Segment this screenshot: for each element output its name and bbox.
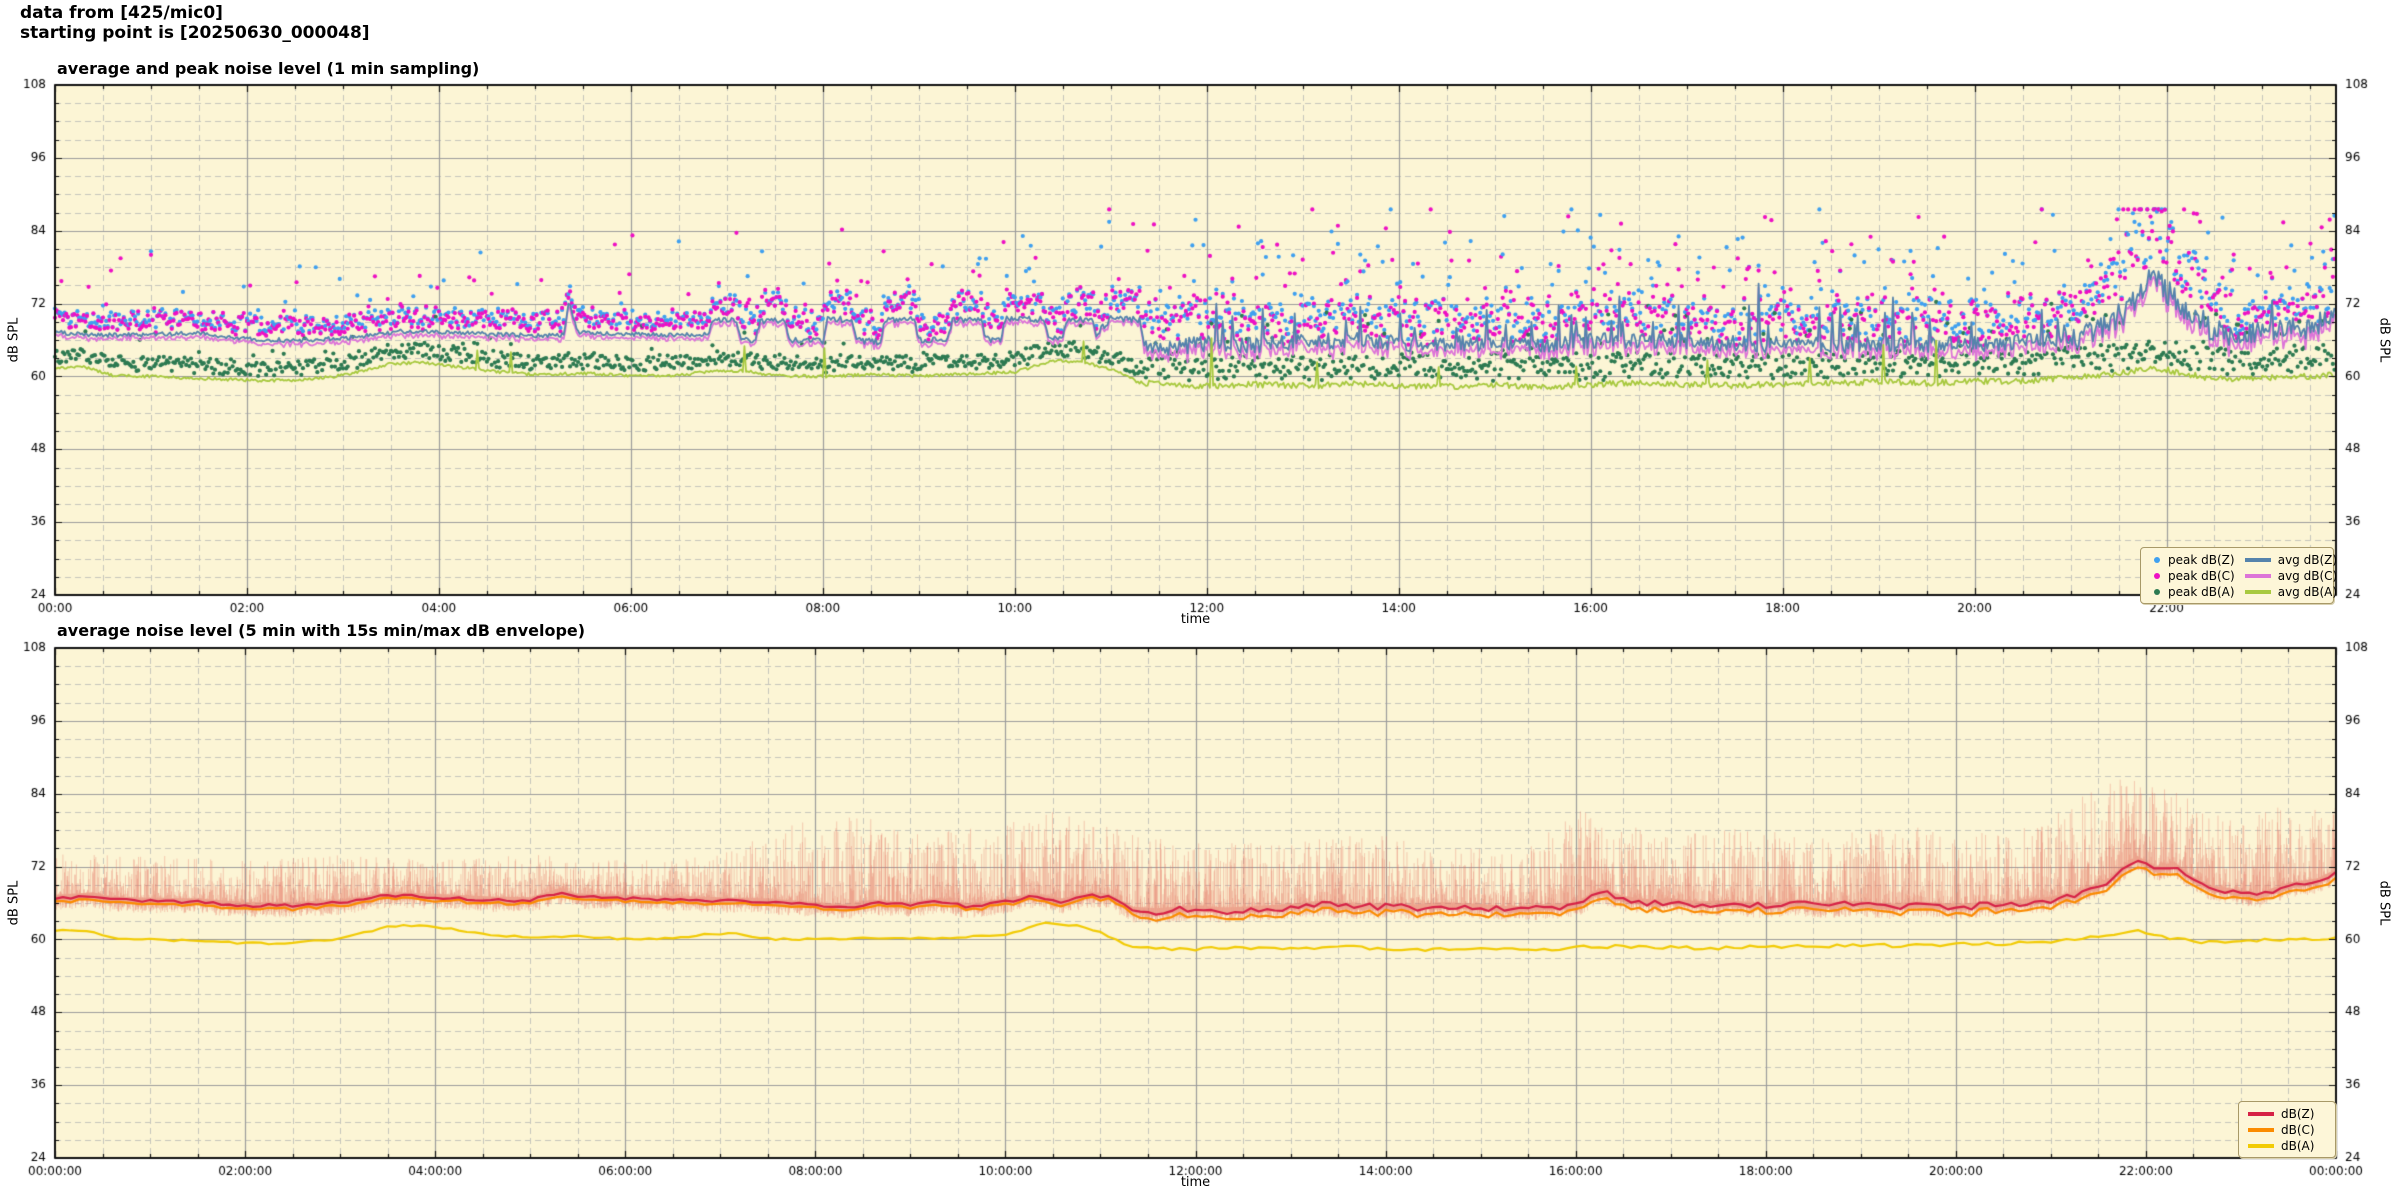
legend-item-dbz: dB(Z): [2248, 1106, 2315, 1121]
header-source: data from [425/mic0]: [20, 3, 223, 23]
chart2-legend: dB(Z) dB(C) dB(A): [2238, 1101, 2336, 1158]
chart1-legend: peak dB(Z) peak dB(C) peak dB(A) avg dB(…: [2140, 547, 2338, 604]
legend-item-avg-dbz: avg dB(Z): [2244, 552, 2338, 567]
chart1-yaxis-label-right: dB SPL: [2376, 317, 2392, 363]
legend-label: peak dB(Z): [2168, 552, 2235, 567]
peak-dbz-dot-swatch: [2154, 556, 2160, 563]
legend-label: dB(A): [2281, 1138, 2315, 1153]
chart2-yaxis-label-left: dB SPL: [6, 880, 22, 926]
legend-item-dbc: dB(C): [2248, 1122, 2315, 1137]
chart1-legend-avg-column: avg dB(Z) avg dB(C) avg dB(A): [2244, 552, 2338, 599]
dbz-line-swatch: [2248, 1111, 2274, 1116]
chart2-legend-column: dB(Z) dB(C) dB(A): [2248, 1106, 2315, 1153]
dba-line-swatch: [2248, 1143, 2274, 1148]
peak-dba-dot-swatch: [2154, 588, 2160, 595]
peak-dbc-dot-swatch: [2154, 572, 2160, 579]
chart2-title: average noise level (5 min with 15s min/…: [57, 621, 586, 640]
legend-label: avg dB(Z): [2277, 552, 2338, 567]
legend-item-peak-dba: peak dB(A): [2150, 584, 2235, 599]
chart1-xaxis-label: time: [1180, 612, 1211, 627]
legend-item-avg-dba: avg dB(A): [2244, 584, 2338, 599]
chart2-xaxis-label: time: [1180, 1175, 1211, 1190]
chart1-yaxis-label-left: dB SPL: [6, 317, 22, 363]
legend-item-dba: dB(A): [2248, 1138, 2315, 1153]
legend-item-avg-dbc: avg dB(C): [2244, 568, 2338, 583]
avg-dbz-line-swatch: [2244, 557, 2271, 562]
legend-item-peak-dbc: peak dB(C): [2150, 568, 2235, 583]
legend-label: peak dB(C): [2168, 568, 2235, 583]
chart2-yaxis-label-right: dB SPL: [2376, 880, 2392, 926]
legend-label: dB(C): [2281, 1122, 2315, 1137]
legend-label: avg dB(A): [2277, 584, 2338, 599]
header-start-point: starting point is [20250630_000048]: [20, 23, 370, 43]
legend-label: avg dB(C): [2277, 568, 2338, 583]
avg-dbc-line-swatch: [2244, 573, 2271, 578]
legend-label: dB(Z): [2281, 1106, 2315, 1121]
dbc-line-swatch: [2248, 1127, 2274, 1132]
legend-item-peak-dbz: peak dB(Z): [2150, 552, 2235, 567]
avg-dba-line-swatch: [2244, 589, 2271, 594]
legend-label: peak dB(A): [2168, 584, 2235, 599]
chart1-title: average and peak noise level (1 min samp…: [57, 59, 480, 78]
chart1-legend-peak-column: peak dB(Z) peak dB(C) peak dB(A): [2150, 552, 2235, 599]
